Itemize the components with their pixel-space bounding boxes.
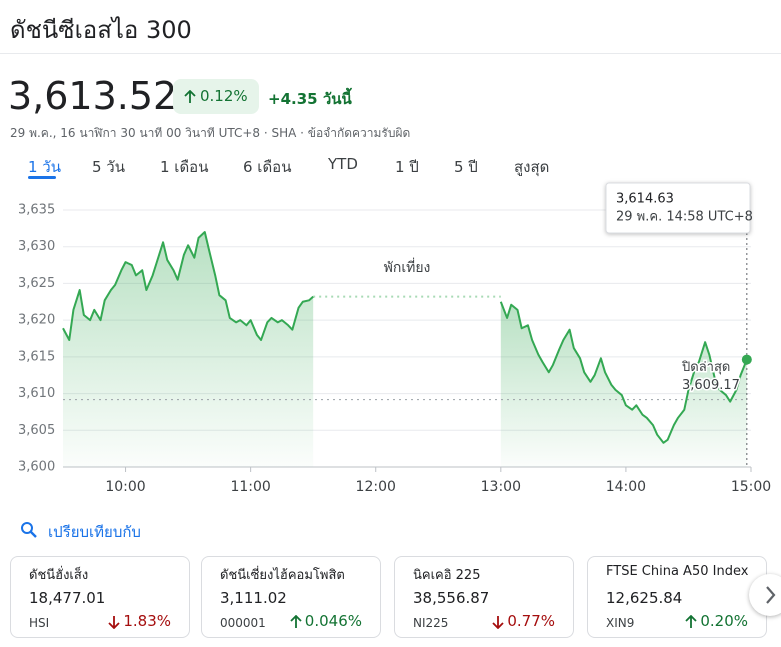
tab[interactable]: สูงสุด xyxy=(514,158,550,176)
card[interactable]: ดัชนีฮั่งเส็ง 18,477.01 HSI 1.83% xyxy=(10,556,190,638)
last-point xyxy=(741,354,752,365)
card-value: 18,477.01 xyxy=(29,589,106,607)
x-tick-label: 10:00 xyxy=(105,479,145,495)
tooltip-value: 3,614.63 xyxy=(616,192,674,207)
tooltip xyxy=(605,182,751,234)
tab[interactable]: 1 ปี xyxy=(395,158,419,176)
tooltip-time: 29 พ.ค. 14:58 UTC+8 xyxy=(616,210,753,225)
tab[interactable]: 1 เดือน xyxy=(160,158,209,176)
trend-arrow xyxy=(108,616,120,629)
compare-link[interactable]: เปรียบเทียบกับ xyxy=(48,523,141,541)
page-title: ดัชนีซีเอสไอ 300 xyxy=(10,16,192,44)
y-tick-label: 3,605 xyxy=(18,423,55,438)
y-tick-label: 3,600 xyxy=(18,460,55,475)
change-period: วันนี้ xyxy=(322,90,352,108)
area xyxy=(63,232,314,467)
tab[interactable]: 5 ปี xyxy=(454,158,478,176)
card-change: 0.20% xyxy=(700,612,748,630)
y-tick-label: 3,630 xyxy=(18,239,55,254)
search-icon xyxy=(21,522,37,538)
card-symbol: XIN9 xyxy=(606,616,635,630)
annotation: พักเที่ยง xyxy=(384,258,431,276)
y-tick-label: 3,635 xyxy=(18,203,55,218)
change: +4.35 วันนี้ xyxy=(268,87,352,111)
up-arrow xyxy=(184,90,196,103)
card-change: 1.83% xyxy=(123,612,171,630)
change-badge: 0.12% xyxy=(173,79,259,114)
price: 3,613.52 xyxy=(8,74,178,118)
x-tick-label: 15:00 xyxy=(731,479,771,495)
arrow xyxy=(108,616,120,629)
x-tick-label: 14:00 xyxy=(606,479,646,495)
arrow xyxy=(492,616,504,629)
tab[interactable]: YTD xyxy=(328,155,358,173)
price-line xyxy=(62,231,748,444)
quote-meta: 29 พ.ค., 16 นาฬิกา 30 นาที 00 วินาที UTC… xyxy=(10,126,411,140)
change-percent: 0.12% xyxy=(200,87,248,105)
card-value: 38,556.87 xyxy=(413,589,490,607)
card-symbol: NI225 xyxy=(413,616,449,630)
trend-arrow xyxy=(290,615,302,628)
card[interactable]: ดัชนีเซี่ยงไฮ้คอมโพสิต 3,111.02 000001 0.04… xyxy=(201,556,381,638)
trend-arrow xyxy=(685,615,697,628)
y-tick-label: 3,620 xyxy=(18,313,55,328)
tab[interactable]: 6 เดือน xyxy=(243,158,292,176)
arrow xyxy=(290,615,302,628)
x-tick-label: 12:00 xyxy=(356,479,396,495)
change-value: +4.35 xyxy=(268,90,318,108)
card[interactable]: FTSE China A50 Index 12,625.84 XIN9 0.20% xyxy=(587,556,767,638)
card-change: 0.046% xyxy=(304,612,362,630)
previous-close-title: ปิดล่าสุด xyxy=(681,360,730,375)
trend-arrow xyxy=(492,616,504,629)
x-tick-label: 11:00 xyxy=(230,479,270,495)
card-name: FTSE China A50 Index xyxy=(606,564,749,579)
chevron xyxy=(766,586,776,604)
arrow xyxy=(685,615,697,628)
y-tick-label: 3,615 xyxy=(18,349,55,364)
card[interactable]: นิคเคอิ 225 38,556.87 NI225 0.77% xyxy=(394,556,574,638)
card-change: 0.77% xyxy=(507,612,555,630)
card-symbol: HSI xyxy=(29,616,50,630)
card-symbol: 000001 xyxy=(220,616,266,630)
previous-close-label: 3,609.17 xyxy=(682,378,740,393)
y-tick-label: 3,625 xyxy=(18,276,55,291)
card-name: ดัชนีเซี่ยงไฮ้คอมโพสิต xyxy=(220,568,345,583)
card-name: นิคเคอิ 225 xyxy=(413,568,481,583)
x-tick-label: 13:00 xyxy=(481,479,521,495)
tab-underline xyxy=(28,176,56,179)
next-button[interactable] xyxy=(749,574,781,616)
y-tick-label: 3,610 xyxy=(18,386,55,401)
card-name: ดัชนีฮั่งเส็ง xyxy=(29,568,89,583)
tab[interactable]: 1 วัน xyxy=(28,158,61,176)
divider xyxy=(0,53,781,54)
card-value: 12,625.84 xyxy=(606,589,683,607)
card-value: 3,111.02 xyxy=(220,589,287,607)
tab[interactable]: 5 วัน xyxy=(92,158,125,176)
chart: 3,600 3,605 3,610 3,615 3,620 3,625 3,630 3,635… xyxy=(18,182,771,495)
